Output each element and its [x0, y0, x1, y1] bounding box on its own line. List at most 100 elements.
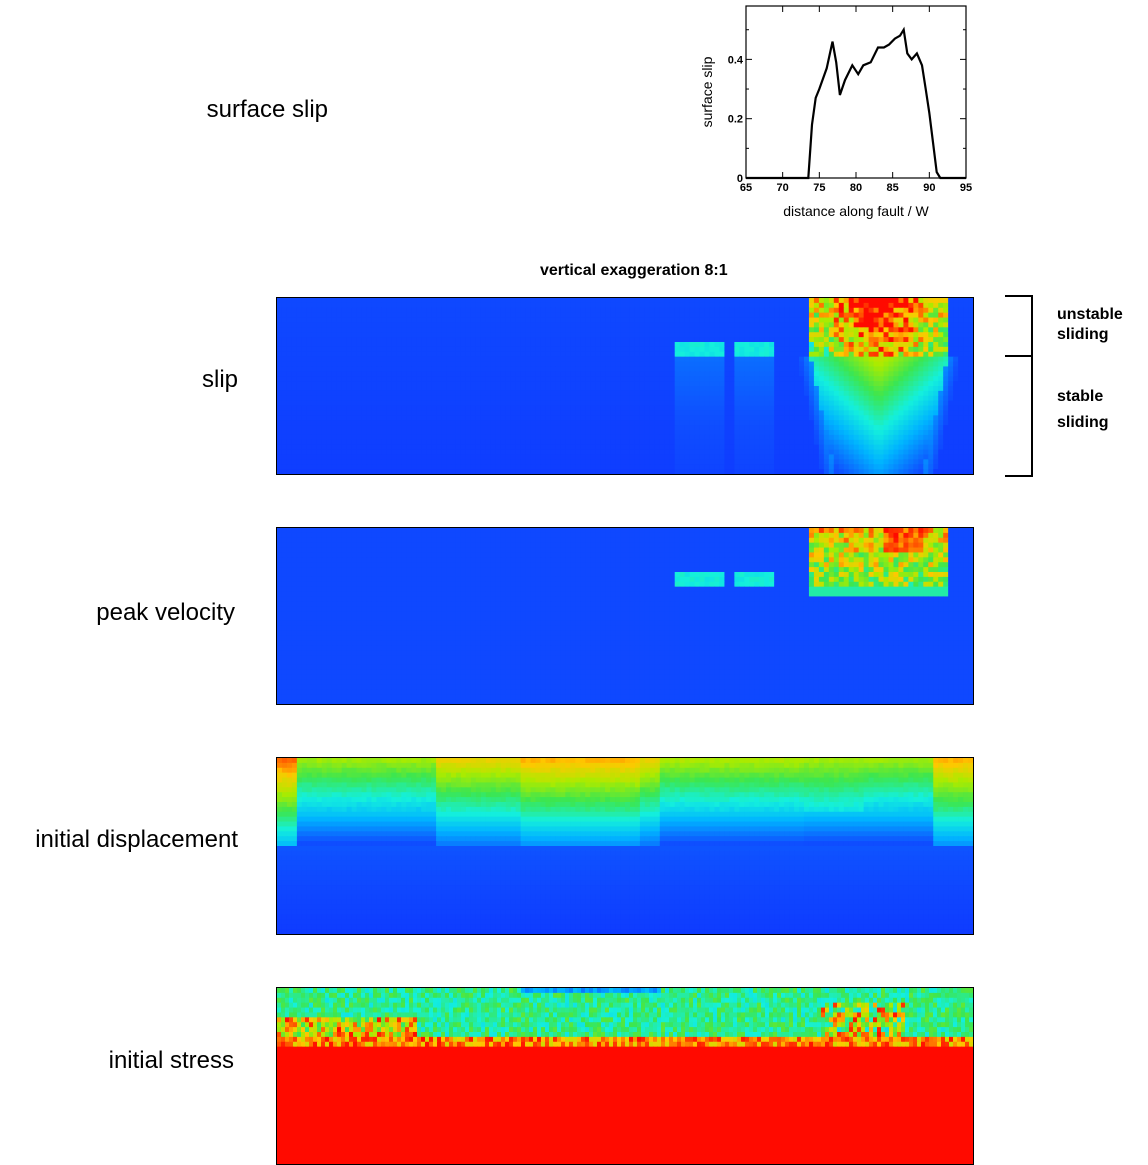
slip-cell [903, 318, 909, 323]
slip-cell [714, 376, 720, 381]
slip-cell [277, 454, 283, 459]
slip-cell [292, 352, 298, 357]
slip-cell [675, 318, 681, 323]
slip-cell [282, 371, 288, 376]
slip-cell [357, 318, 363, 323]
slip-cell [839, 303, 845, 308]
slip-cell [491, 381, 497, 386]
slip-cell [655, 464, 661, 469]
slip-cell [933, 415, 939, 420]
slip-cell [590, 459, 596, 464]
slip-cell [540, 420, 546, 425]
slip-cell [526, 454, 532, 459]
slip-cell [893, 386, 899, 391]
slip-cell [327, 454, 333, 459]
slip-cell [968, 381, 973, 386]
slip-cell [854, 406, 860, 411]
slip-cell [332, 381, 338, 386]
slip-cell [610, 298, 616, 303]
slip-cell [824, 366, 830, 371]
slip-cell [710, 332, 716, 337]
slip-cell [675, 308, 681, 313]
slip-cell [953, 298, 959, 303]
slip-cell [476, 381, 482, 386]
slip-cell [496, 464, 502, 469]
slip-cell [923, 308, 929, 313]
slip-cell [416, 415, 422, 420]
slip-cell [933, 332, 939, 337]
slip-cell [292, 454, 298, 459]
slip-cell [829, 459, 835, 464]
slip-cell [933, 366, 939, 371]
slip-cell [898, 352, 904, 357]
slip-cell [446, 303, 452, 308]
slip-cell [456, 322, 462, 327]
slip-cell [531, 352, 537, 357]
slip-cell [436, 352, 442, 357]
slip-cell [486, 298, 492, 303]
slip-cell [366, 454, 372, 459]
slip-cell [441, 371, 447, 376]
slip-cell [570, 450, 576, 455]
slip-cell [729, 425, 735, 430]
slip-cell [461, 342, 467, 347]
slip-cell [391, 371, 397, 376]
slip-cell [719, 366, 725, 371]
slip-cell [724, 454, 730, 459]
slip-cell [729, 322, 735, 327]
slip-cell [819, 308, 825, 313]
slip-cell [749, 415, 755, 420]
surface-slip-ylabel: surface slip [699, 56, 715, 127]
slip-cell [297, 406, 303, 411]
slip-cell [426, 376, 432, 381]
slip-cell [575, 366, 581, 371]
slip-cell [540, 454, 546, 459]
slip-cell [302, 362, 308, 367]
slip-cell [714, 425, 720, 430]
slip-cell [287, 430, 293, 435]
slip-cell [540, 406, 546, 411]
slip-cell [928, 450, 934, 455]
slip-cell [416, 425, 422, 430]
slip-cell [675, 303, 681, 308]
slip-cell [710, 459, 716, 464]
slip-cell [729, 327, 735, 332]
slip-cell [471, 376, 477, 381]
slip-cell [844, 357, 850, 362]
slip-cell [903, 313, 909, 318]
slip-cell [824, 352, 830, 357]
slip-cell [347, 357, 353, 362]
slip-cell [888, 308, 894, 313]
slip-cell [521, 386, 527, 391]
slip-cell [605, 445, 611, 450]
slip-cell [918, 425, 924, 430]
slip-cell [441, 406, 447, 411]
slip-cell [884, 342, 890, 347]
slip-cell [411, 371, 417, 376]
slip-cell [923, 337, 929, 342]
slip-cell [471, 318, 477, 323]
slip-cell [665, 318, 671, 323]
slip-cell [565, 366, 571, 371]
slip-cell [963, 440, 969, 445]
slip-cell [620, 406, 626, 411]
slip-cell [724, 337, 730, 342]
slip-cell [381, 435, 387, 440]
slip-cell [545, 303, 551, 308]
slip-cell [928, 445, 934, 450]
slip-cell [521, 303, 527, 308]
slip-cell [540, 357, 546, 362]
slip-cell [371, 459, 377, 464]
slip-cell [948, 464, 954, 469]
slip-cell [804, 303, 810, 308]
slip-cell [411, 332, 417, 337]
y-tick-label: 0.4 [728, 54, 744, 66]
slip-cell [859, 420, 865, 425]
slip-cell [277, 332, 283, 337]
slip-cell [864, 327, 870, 332]
slip-cell [869, 450, 875, 455]
slip-cell [307, 366, 313, 371]
slip-cell [695, 430, 701, 435]
slip-cell [501, 371, 507, 376]
slip-cell [347, 381, 353, 386]
